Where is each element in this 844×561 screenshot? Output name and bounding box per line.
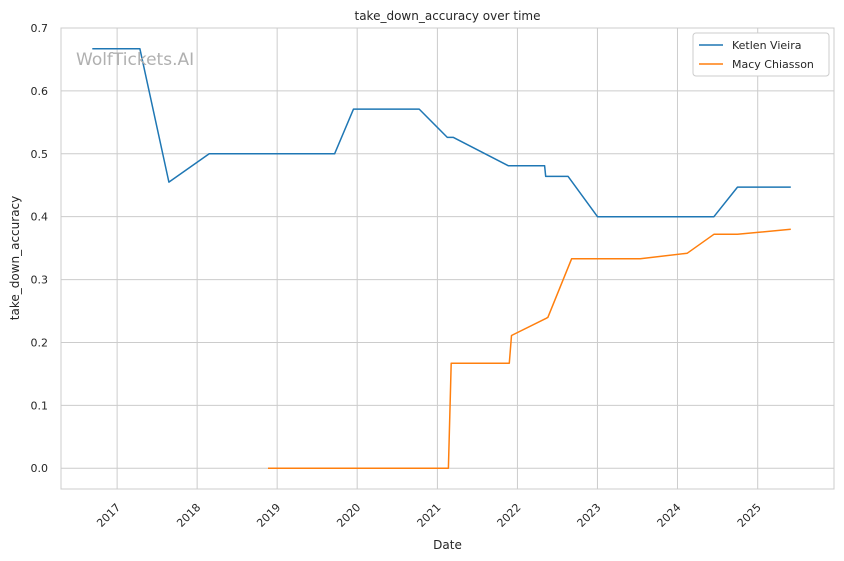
x-tick-label: 2020 [334,501,363,530]
x-tick-label: 2022 [495,501,524,530]
x-tick-label: 2023 [575,501,604,530]
x-axis-ticks: 2017 2018 2019 2020 2021 2022 2023 2024 2025 [94,501,764,530]
x-tick-label: 2024 [655,501,684,530]
legend-box [692,32,830,77]
y-tick-label: 0.2 [31,336,49,349]
legend: Ketlen Vieira Macy Chiasson [692,32,830,77]
x-tick-label: 2019 [254,501,283,530]
legend-label-ketlen-vieira: Ketlen Vieira [732,39,801,52]
y-tick-label: 0.1 [31,399,49,412]
y-axis-ticks: 0.0 0.1 0.2 0.3 0.4 0.5 0.6 0.7 [31,22,49,475]
y-tick-label: 0.7 [31,22,49,35]
y-axis-label: take_down_accuracy [8,196,22,320]
series-line-macy-chiasson [268,228,791,469]
x-tick-label: 2021 [415,501,444,530]
chart-title: take_down_accuracy over time [355,9,541,23]
y-tick-label: 0.3 [31,274,49,287]
series-lines [92,48,791,469]
x-tick-label: 2018 [174,501,203,530]
x-tick-label: 2025 [735,501,764,530]
x-axis-label: Date [433,538,462,552]
legend-label-macy-chiasson: Macy Chiasson [732,58,814,71]
y-tick-label: 0.0 [31,462,49,475]
y-tick-label: 0.6 [31,85,49,98]
grid-lines [61,27,834,489]
x-tick-label: 2017 [94,501,123,530]
watermark-text: WolfTickets.AI [76,50,194,70]
y-tick-label: 0.5 [31,148,49,161]
series-line-ketlen-vieira [92,48,791,218]
plot-frame [60,27,835,490]
y-tick-label: 0.4 [31,211,49,224]
